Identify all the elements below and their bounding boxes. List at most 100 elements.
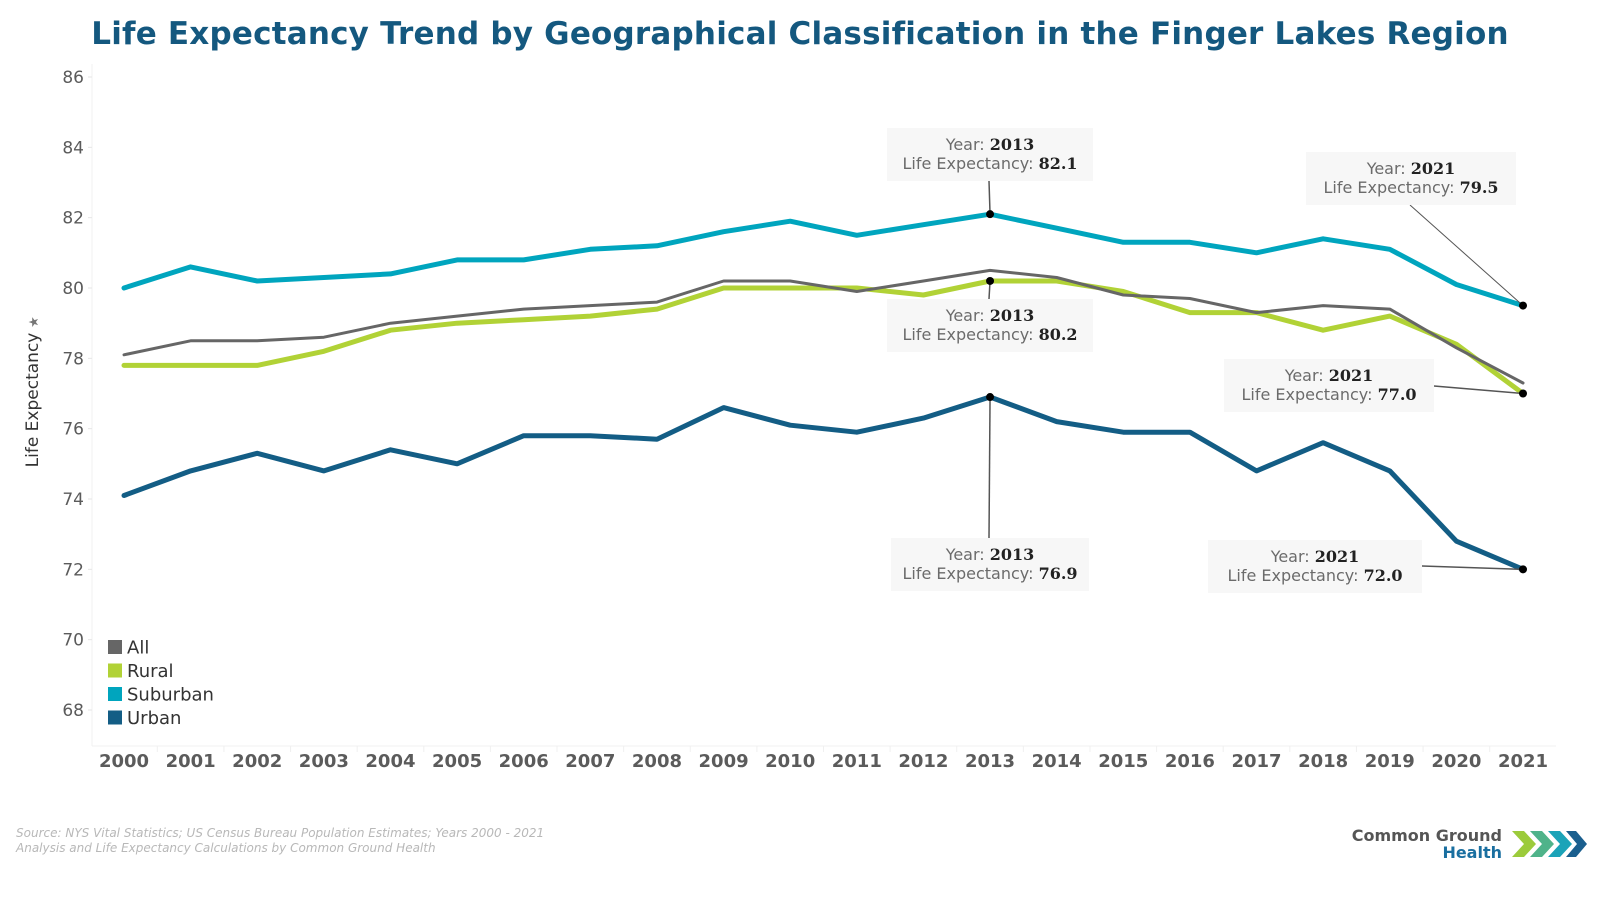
legend-item-rural[interactable]: Rural: [108, 661, 174, 682]
data-point[interactable]: [321, 468, 327, 474]
series-line-rural[interactable]: [121, 278, 1526, 396]
data-point[interactable]: [920, 415, 926, 421]
legend-item-urban[interactable]: Urban: [108, 708, 181, 729]
data-point[interactable]: [987, 267, 993, 273]
data-point[interactable]: [521, 257, 527, 263]
data-point[interactable]: [1320, 440, 1326, 446]
data-point[interactable]: [787, 218, 793, 224]
data-point[interactable]: [1387, 313, 1393, 319]
data-point[interactable]: [1054, 225, 1060, 231]
x-tick-label: 2007: [565, 751, 615, 772]
annotation-year: Year: 2021: [1284, 366, 1374, 385]
data-point[interactable]: [854, 289, 860, 295]
pin-icon[interactable]: ★: [27, 316, 42, 328]
series-line-all[interactable]: [122, 268, 1525, 385]
data-point[interactable]: [920, 222, 926, 228]
series-line-suburban[interactable]: [121, 211, 1526, 309]
data-point[interactable]: [254, 450, 260, 456]
data-point[interactable]: [787, 278, 793, 284]
data-point[interactable]: [321, 334, 327, 340]
data-point[interactable]: [587, 313, 593, 319]
data-point[interactable]: [121, 362, 127, 368]
data-point[interactable]: [321, 274, 327, 280]
annotation-leader-line: [988, 397, 991, 539]
data-point[interactable]: [654, 436, 660, 442]
data-point[interactable]: [254, 338, 260, 344]
data-point[interactable]: [454, 313, 460, 319]
annotation-value-number: 72.0: [1364, 566, 1403, 585]
data-point[interactable]: [254, 278, 260, 284]
annotation-year-label: Year:: [945, 306, 990, 325]
x-tick-label: 2004: [365, 751, 415, 772]
data-point[interactable]: [587, 246, 593, 252]
data-point[interactable]: [654, 299, 660, 305]
data-point[interactable]: [1120, 429, 1126, 435]
data-point[interactable]: [188, 338, 194, 344]
data-point[interactable]: [188, 362, 194, 368]
data-point[interactable]: [387, 327, 393, 333]
data-point[interactable]: [587, 433, 593, 439]
data-point[interactable]: [1054, 274, 1060, 280]
data-point[interactable]: [854, 429, 860, 435]
data-point[interactable]: [1120, 239, 1126, 245]
data-point[interactable]: [454, 320, 460, 326]
data-point[interactable]: [787, 285, 793, 291]
data-point[interactable]: [387, 320, 393, 326]
annotation-value-label: Life Expectancy:: [902, 325, 1038, 344]
data-point[interactable]: [1387, 246, 1393, 252]
data-point[interactable]: [121, 285, 127, 291]
legend-item-suburban[interactable]: Suburban: [108, 685, 214, 706]
data-point[interactable]: [1387, 468, 1393, 474]
data-point[interactable]: [1453, 281, 1459, 287]
data-point[interactable]: [454, 461, 460, 467]
data-point[interactable]: [1320, 327, 1326, 333]
annotation-value-label: Life Expectancy:: [1227, 566, 1363, 585]
data-point[interactable]: [1187, 239, 1193, 245]
data-point[interactable]: [188, 468, 194, 474]
data-point[interactable]: [1187, 296, 1193, 302]
data-point[interactable]: [721, 278, 727, 284]
data-point[interactable]: [920, 292, 926, 298]
data-point[interactable]: [254, 362, 260, 368]
data-point[interactable]: [1254, 468, 1260, 474]
data-point[interactable]: [654, 306, 660, 312]
data-point[interactable]: [121, 492, 127, 498]
data-point[interactable]: [521, 433, 527, 439]
data-point[interactable]: [721, 229, 727, 235]
data-point[interactable]: [654, 243, 660, 249]
x-tick-label: 2014: [1032, 751, 1082, 772]
data-point[interactable]: [521, 317, 527, 323]
data-point[interactable]: [1254, 250, 1260, 256]
data-point[interactable]: [1054, 419, 1060, 425]
data-point[interactable]: [1254, 310, 1260, 316]
data-point[interactable]: [1187, 310, 1193, 316]
series-line-urban[interactable]: [121, 394, 1526, 572]
data-point[interactable]: [1320, 303, 1326, 309]
legend-item-all[interactable]: All: [108, 638, 149, 659]
data-point[interactable]: [1120, 292, 1126, 298]
data-point[interactable]: [1320, 236, 1326, 242]
data-point[interactable]: [1453, 538, 1459, 544]
data-point[interactable]: [721, 405, 727, 411]
data-point[interactable]: [1520, 380, 1526, 386]
data-point[interactable]: [854, 232, 860, 238]
data-point[interactable]: [521, 306, 527, 312]
data-point[interactable]: [321, 348, 327, 354]
annotation-year-value: 2013: [990, 545, 1035, 564]
data-point[interactable]: [1453, 345, 1459, 351]
data-point[interactable]: [1187, 429, 1193, 435]
data-point[interactable]: [587, 303, 593, 309]
data-point[interactable]: [121, 352, 127, 358]
data-point[interactable]: [454, 257, 460, 263]
data-point[interactable]: [920, 278, 926, 284]
data-point[interactable]: [1387, 306, 1393, 312]
data-point[interactable]: [387, 271, 393, 277]
data-point[interactable]: [387, 447, 393, 453]
y-tick-label: 76: [62, 420, 84, 440]
data-point[interactable]: [188, 264, 194, 270]
data-point[interactable]: [721, 285, 727, 291]
data-point[interactable]: [787, 422, 793, 428]
annotation-value-number: 77.0: [1378, 385, 1417, 404]
